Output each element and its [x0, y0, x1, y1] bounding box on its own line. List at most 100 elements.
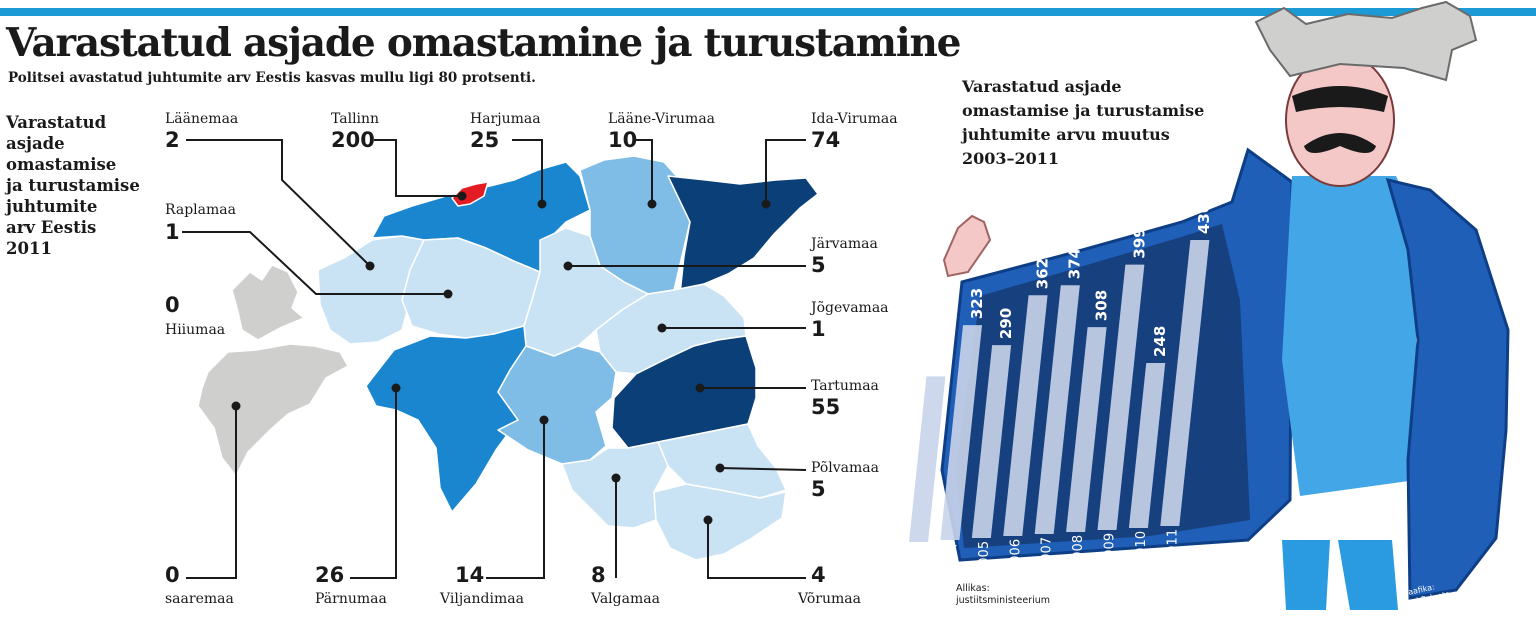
region-value-vorumaa: 4 — [811, 563, 826, 587]
leader-line-ida-virumaa — [765, 139, 806, 204]
region-label-tallinn: Tallinn — [331, 111, 380, 127]
bar-chart-title: Varastatud asjade omastamise ja turustam… — [962, 75, 1242, 171]
region-label-hiiumaa: Hiiumaa — [165, 322, 226, 338]
map-leader-lines — [182, 139, 807, 579]
bar-year-label: 2008 — [1071, 535, 1086, 568]
bar-value-label: 374 — [1066, 248, 1084, 279]
leader-dot-vorumaa — [703, 515, 713, 525]
estonia-map — [197, 155, 819, 561]
leader-dot-raplamaa — [443, 289, 453, 299]
region-label-vorumaa: Võrumaa — [798, 591, 861, 607]
bar-year-label: 2009 — [1103, 533, 1118, 566]
accent-bar — [0, 8, 1536, 16]
county-polvamaa — [657, 423, 787, 499]
region-value-valgamaa: 8 — [591, 563, 606, 587]
region-value-jogevamaa: 1 — [811, 317, 826, 341]
bar-2011 — [1160, 240, 1210, 526]
leader-dot-laanemaa — [365, 261, 375, 271]
county-viljandimaa — [497, 345, 617, 465]
region-label-laane-virumaa: Lääne-Virumaa — [608, 111, 716, 127]
hat — [1254, 0, 1478, 82]
leader-line-parnumaa — [350, 388, 397, 579]
bar-2009 — [1097, 264, 1145, 530]
county-ida-virumaa — [667, 175, 819, 295]
leader-dot-parnumaa — [391, 383, 401, 393]
leader-line-laanemaa — [186, 139, 371, 267]
bar-2004 — [940, 325, 983, 541]
map-title-line: asjade — [6, 134, 65, 153]
region-value-laane-virumaa: 10 — [608, 128, 638, 152]
bar-year-label: 2010 — [1134, 531, 1149, 564]
moustache — [1304, 133, 1376, 153]
region-value-raplamaa: 1 — [165, 220, 180, 244]
map-title: Varastatud asjade omastamise ja turustam… — [6, 112, 146, 259]
bar-2003 — [909, 376, 946, 542]
region-label-ida-virumaa: Ida-Virumaa — [811, 111, 898, 127]
bar-chart-title-line: juhtumite arvu muutus — [962, 125, 1170, 144]
leader-line-polvamaa — [719, 467, 807, 471]
region-label-harjumaa: Harjumaa — [470, 111, 541, 127]
page-title: Varastatud asjade omastamine ja turustam… — [6, 20, 961, 66]
region-value-laanemaa: 2 — [165, 128, 180, 152]
bar-value-label: 290 — [997, 308, 1015, 339]
leader-dot-jogevamaa — [657, 323, 667, 333]
bar-chart-title-line: omastamise ja turustamise — [962, 101, 1205, 120]
region-value-harjumaa: 25 — [470, 128, 500, 152]
hand-icon — [942, 214, 992, 278]
page-subtitle: Politsei avastatud juhtumite arv Eestis … — [8, 70, 536, 86]
region-label-viljandimaa: Viljandimaa — [440, 591, 524, 607]
map-title-line: omastamise — [6, 155, 117, 174]
bar-2008 — [1066, 327, 1107, 533]
source-note: Allikas: justiitsministeerium — [956, 583, 1050, 607]
region-label-parnumaa: Pärnumaa — [315, 591, 387, 607]
region-label-jarvamaa: Järvamaa — [811, 236, 878, 252]
region-label-valgamaa: Valgamaa — [591, 591, 660, 607]
bar-2010 — [1128, 363, 1166, 528]
map-title-line: arv Eestis — [6, 218, 97, 237]
bar-value-label: 323 — [968, 288, 986, 319]
leader-line-harjumaa — [512, 139, 543, 204]
source-name: justiitsministeerium — [956, 595, 1051, 606]
shirt — [1282, 176, 1416, 496]
leader-dot-saaremaa — [231, 401, 241, 411]
county-parnumaa — [365, 325, 527, 513]
leader-line-saaremaa — [186, 406, 237, 579]
bar-year-label: 2005 — [977, 541, 992, 574]
trouser-left — [1282, 540, 1330, 610]
bar-year-label: 2004 — [946, 543, 961, 576]
bar-year-label: 2007 — [1040, 537, 1055, 570]
leader-line-laane-virumaa — [636, 139, 653, 204]
bar-value-label: 362 — [1033, 258, 1051, 289]
leader-dot-laane-virumaa — [647, 199, 657, 209]
eye-mask — [1292, 86, 1388, 112]
region-label-jogevamaa: Jõgevamaa — [811, 300, 889, 316]
region-value-viljandimaa: 14 — [455, 563, 485, 587]
county-hiiumaa — [231, 264, 305, 341]
bar-chart-title-line: 2003–2011 — [962, 149, 1060, 168]
leader-line-tallinn — [374, 139, 462, 197]
leader-line-raplamaa — [182, 231, 448, 295]
trouser-right — [1338, 540, 1398, 610]
bar-value-label: 308 — [1092, 290, 1110, 321]
bar-2005 — [971, 345, 1012, 538]
leader-dot-viljandimaa — [539, 415, 549, 425]
map-title-line: 2011 — [6, 239, 52, 258]
coat-right-side — [1385, 177, 1510, 600]
region-value-jarvamaa: 5 — [811, 253, 826, 277]
leader-line-vorumaa — [707, 520, 806, 579]
region-label-saaremaa: saaremaa — [165, 591, 234, 607]
map-title-line: juhtumite — [6, 197, 98, 216]
bar-chart: 249 2003 323 2004 290 2005 362 2006 374 2007 308 20… — [909, 203, 1213, 578]
leader-line-viljandimaa — [486, 420, 545, 579]
leader-dot-valgamaa — [611, 473, 621, 483]
region-value-tallinn: 200 — [331, 128, 375, 152]
region-value-hiiumaa: 0 — [165, 293, 180, 317]
bar-value-label: 399 — [1130, 227, 1148, 258]
region-value-tartumaa: 55 — [811, 395, 841, 419]
source-label: Allikas: — [956, 583, 990, 594]
region-value-parnumaa: 26 — [315, 563, 345, 587]
region-value-saaremaa: 0 — [165, 563, 180, 587]
bar-value-label: 248 — [1151, 326, 1169, 357]
region-label-laanemaa: Läänemaa — [165, 111, 239, 127]
